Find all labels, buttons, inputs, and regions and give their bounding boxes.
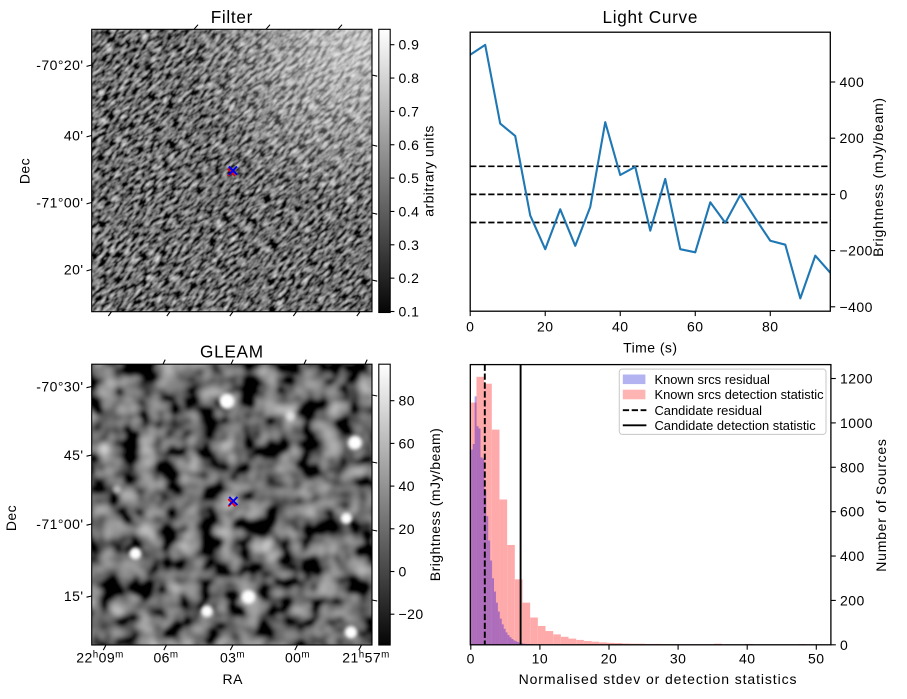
svg-text:0.3: 0.3 <box>399 237 420 253</box>
svg-text:03m: 03m <box>220 650 245 666</box>
svg-text:200: 200 <box>840 130 865 146</box>
svg-text:20: 20 <box>399 521 415 537</box>
svg-text:40: 40 <box>399 478 415 494</box>
svg-text:Brightness (mJy/beam): Brightness (mJy/beam) <box>427 428 443 581</box>
svg-text:21h57m: 21h57m <box>342 650 390 666</box>
svg-text:400: 400 <box>840 74 865 90</box>
svg-text:45': 45' <box>64 447 84 463</box>
svg-text:60: 60 <box>399 435 415 451</box>
svg-text:0.5: 0.5 <box>399 170 420 186</box>
svg-text:22h09m: 22h09m <box>76 650 124 666</box>
svg-text:40: 40 <box>612 319 628 335</box>
svg-text:0: 0 <box>467 650 475 666</box>
svg-text:Known srcs detection statistic: Known srcs detection statistic <box>655 387 825 402</box>
svg-text:-70°30': -70°30' <box>36 379 83 395</box>
svg-text:Dec: Dec <box>17 158 33 184</box>
svg-text:400: 400 <box>840 548 865 564</box>
svg-text:0.8: 0.8 <box>399 70 420 86</box>
svg-text:Normalised stdev or detection: Normalised stdev or detection statistics <box>519 671 798 687</box>
svg-text:Number of Sources: Number of Sources <box>873 438 889 571</box>
svg-text:60: 60 <box>687 319 703 335</box>
svg-text:0.1: 0.1 <box>399 304 420 320</box>
svg-text:30: 30 <box>670 650 686 666</box>
svg-text:Dec: Dec <box>3 505 19 531</box>
svg-text:80: 80 <box>762 319 778 335</box>
svg-text:-71°00': -71°00' <box>36 195 83 211</box>
svg-text:50: 50 <box>808 650 824 666</box>
svg-text:800: 800 <box>840 459 865 475</box>
svg-text:Candidate detection statistic: Candidate detection statistic <box>655 418 817 433</box>
svg-text:Known srcs residual: Known srcs residual <box>655 372 770 387</box>
svg-text:0: 0 <box>399 564 407 580</box>
svg-text:−400: −400 <box>840 299 873 315</box>
svg-text:RA: RA <box>223 671 244 687</box>
svg-text:40: 40 <box>739 650 755 666</box>
svg-text:Light Curve: Light Curve <box>603 7 699 27</box>
svg-text:200: 200 <box>840 592 865 608</box>
svg-text:40': 40' <box>64 128 84 144</box>
svg-text:0.7: 0.7 <box>399 103 420 119</box>
svg-text:20: 20 <box>537 319 553 335</box>
svg-text:0: 0 <box>466 319 474 335</box>
svg-text:−20: −20 <box>399 606 424 622</box>
svg-text:GLEAM: GLEAM <box>200 342 264 362</box>
svg-text:Time (s): Time (s) <box>623 340 677 356</box>
svg-text:00m: 00m <box>285 650 310 666</box>
svg-text:-70°20': -70°20' <box>36 57 83 73</box>
svg-text:0: 0 <box>840 186 848 202</box>
svg-text:0: 0 <box>840 637 848 653</box>
svg-text:80: 80 <box>399 393 415 409</box>
svg-text:0.9: 0.9 <box>399 37 420 53</box>
svg-text:arbitrary units: arbitrary units <box>421 125 437 217</box>
svg-text:20: 20 <box>601 650 617 666</box>
svg-text:0.2: 0.2 <box>399 270 420 286</box>
svg-text:Filter: Filter <box>211 7 253 27</box>
svg-text:−200: −200 <box>840 243 873 259</box>
svg-text:06m: 06m <box>153 650 178 666</box>
svg-text:-71°00': -71°00' <box>36 516 83 532</box>
svg-text:20': 20' <box>64 262 84 278</box>
svg-text:1000: 1000 <box>840 415 873 431</box>
svg-text:0.6: 0.6 <box>399 137 420 153</box>
svg-text:1200: 1200 <box>840 371 873 387</box>
svg-text:0.4: 0.4 <box>399 203 420 219</box>
svg-text:10: 10 <box>532 650 548 666</box>
svg-text:15': 15' <box>64 588 84 604</box>
svg-text:Brightness (mJy/beam): Brightness (mJy/beam) <box>870 97 886 257</box>
svg-text:Candidate residual: Candidate residual <box>655 403 763 418</box>
svg-text:600: 600 <box>840 504 865 520</box>
